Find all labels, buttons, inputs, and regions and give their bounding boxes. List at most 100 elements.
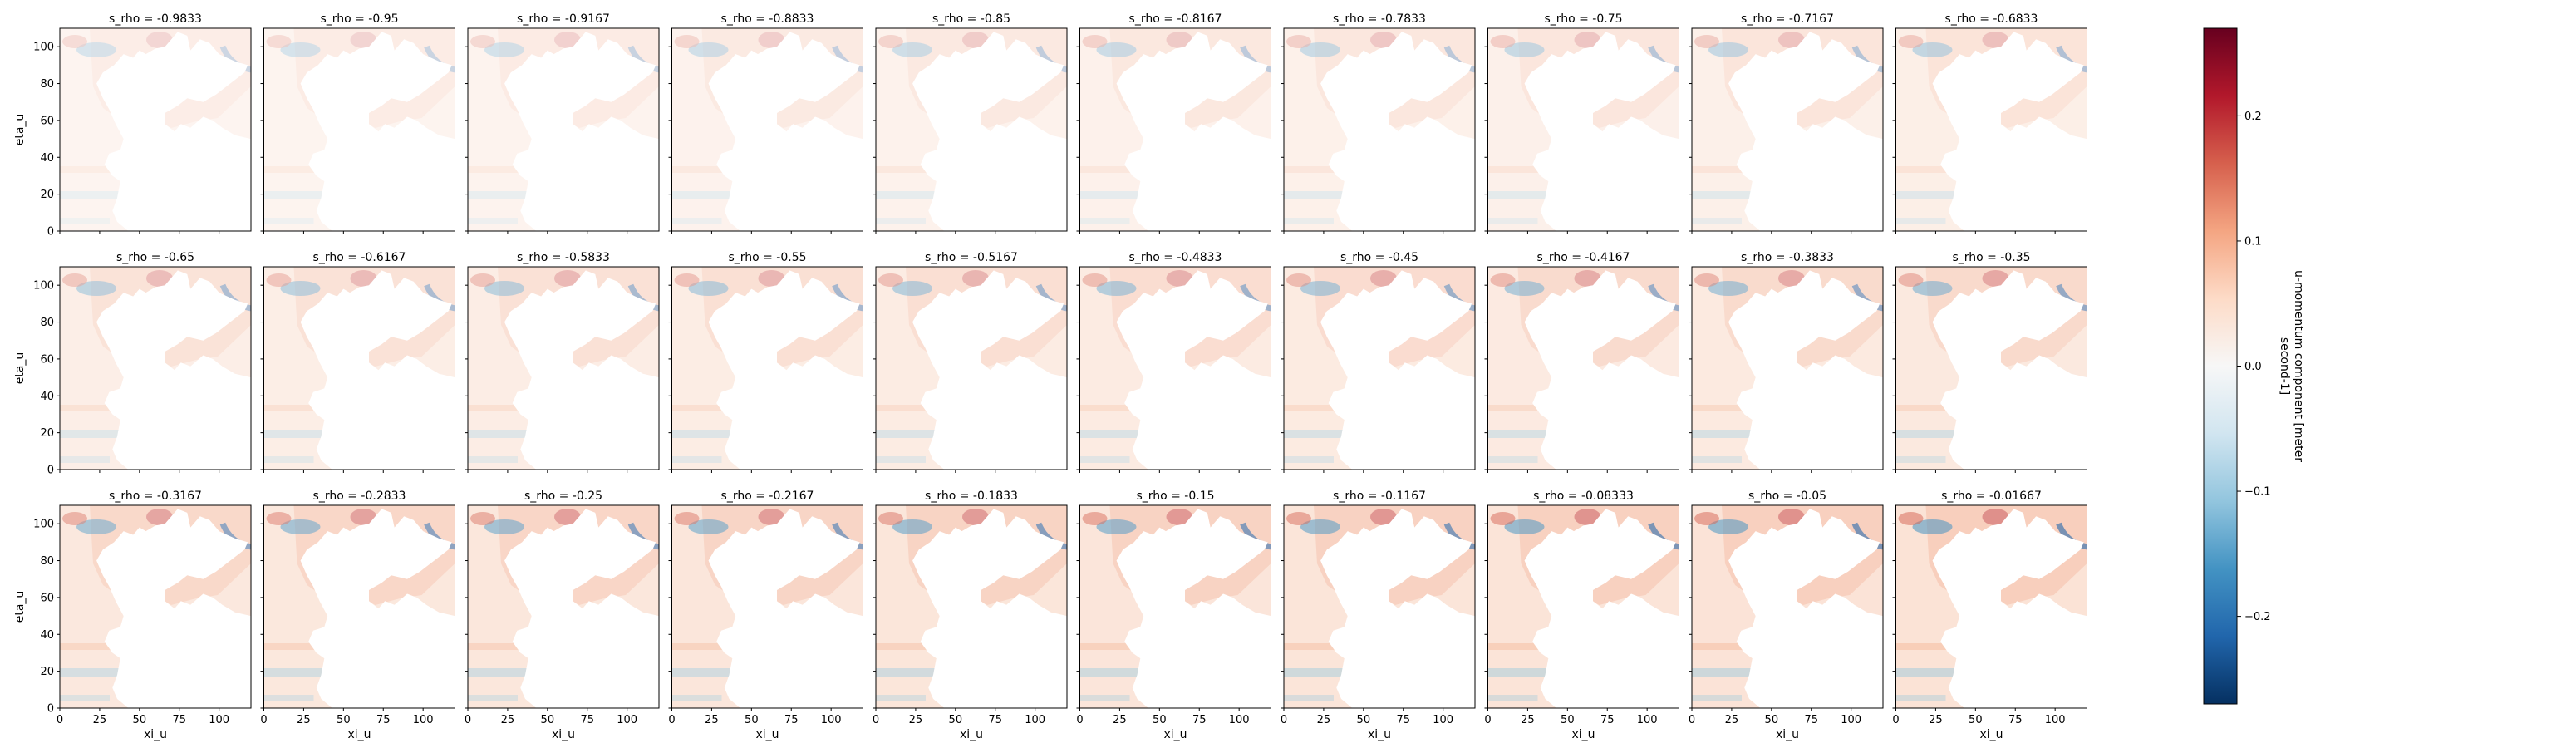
facet-panel: s_rho = -0.3833 <box>1689 251 1884 473</box>
x-tick-label: 100 <box>1841 714 1861 726</box>
x-tick-label: 0 <box>1689 714 1695 726</box>
x-tick-label: 25 <box>1113 714 1127 726</box>
axes-frame <box>671 266 863 470</box>
facet-panel: s_rho = -0.1833 0 25 50 75 100 xi_u <box>873 490 1068 741</box>
x-axis-label: xi_u <box>1776 728 1799 741</box>
facet-panel: s_rho = -0.1167 0 25 50 75 100 xi_u <box>1281 490 1476 741</box>
x-axis-label: xi_u <box>552 728 575 741</box>
heatmap-field <box>1488 267 1679 470</box>
land-mask <box>1790 627 1801 637</box>
panel-title: s_rho = -0.5833 <box>517 251 610 264</box>
land-mask <box>1156 318 1176 337</box>
heatmap-field <box>672 267 863 470</box>
heatmap-field <box>1284 28 1475 231</box>
panel-title: s_rho = -0.65 <box>116 251 194 264</box>
facet-panel: s_rho = -0.85 <box>873 12 1068 234</box>
x-tick-label: 75 <box>580 714 594 726</box>
heatmap-field <box>1488 28 1679 231</box>
facet-panel: s_rho = -0.08333 0 25 50 75 100 xi_u <box>1484 490 1679 741</box>
land-mask <box>770 150 780 160</box>
x-axis-label: xi_u <box>144 728 167 741</box>
heatmap-field <box>1692 267 1883 470</box>
heatmap-field <box>876 28 1067 231</box>
x-axis-label: xi_u <box>1368 728 1391 741</box>
axes-frame <box>1691 504 1884 709</box>
colorbar: −0.2 −0.1 0.0 0.1 0.2 u-momentum component [m… <box>2203 27 2305 705</box>
x-tick-label: 50 <box>1561 714 1575 726</box>
x-tick-label: 0 <box>1892 714 1899 726</box>
land-mask <box>1320 270 1475 470</box>
land-mask <box>912 509 1067 708</box>
land-mask <box>136 80 155 99</box>
land-mask <box>1360 557 1379 576</box>
y-tick-label: 20 <box>40 666 54 678</box>
panel-title: s_rho = -0.01667 <box>1941 490 2042 503</box>
heatmap-field <box>264 28 455 231</box>
y-tick-label: 60 <box>40 115 54 127</box>
heatmap-field <box>1896 28 2087 231</box>
land-mask <box>300 509 455 708</box>
panel-title: s_rho = -0.6833 <box>1945 12 2038 26</box>
y-tick-label: 80 <box>40 555 54 568</box>
land-mask <box>952 557 971 576</box>
land-mask <box>566 627 577 637</box>
heatmap-field <box>468 267 659 470</box>
land-mask <box>566 388 577 398</box>
x-tick-label: 0 <box>1281 714 1287 726</box>
facet-panel: s_rho = -0.15 0 25 50 75 100 xi_u <box>1076 490 1271 741</box>
land-mask <box>1586 388 1596 398</box>
land-mask <box>1360 318 1379 337</box>
panel-title: s_rho = -0.3167 <box>109 490 202 503</box>
x-axis-label: xi_u <box>755 728 779 741</box>
y-tick-label: 20 <box>40 427 54 440</box>
land-mask <box>1360 80 1379 99</box>
colorbar-tick-label: 0.1 <box>2244 235 2262 248</box>
land-mask <box>1994 627 2004 637</box>
land-mask <box>158 627 169 637</box>
facet-panel: s_rho = -0.6833 <box>1892 12 2087 234</box>
axes-frame <box>671 504 863 709</box>
panel-title: s_rho = -0.1167 <box>1333 490 1426 503</box>
land-mask <box>544 318 563 337</box>
land-mask <box>1728 32 1883 231</box>
land-mask <box>1116 509 1271 708</box>
panel-title: s_rho = -0.25 <box>524 490 602 503</box>
x-tick-label: 75 <box>784 714 799 726</box>
x-tick-label: 25 <box>93 714 107 726</box>
panel-title: s_rho = -0.15 <box>1136 490 1214 503</box>
land-mask <box>504 270 659 470</box>
facet-panel: s_rho = -0.2833 0 25 50 75 100 xi_u <box>260 490 455 741</box>
facet-panel: s_rho = -0.9167 <box>465 12 660 234</box>
land-mask <box>1116 270 1271 470</box>
panel-title: s_rho = -0.2167 <box>721 490 814 503</box>
axes-frame <box>1283 504 1476 709</box>
heatmap-field <box>1896 267 2087 470</box>
y-tick-label: 0 <box>47 703 54 716</box>
y-axis-label: eta_u <box>13 114 27 146</box>
x-tick-label: 25 <box>501 714 515 726</box>
land-mask <box>1524 32 1679 231</box>
land-mask <box>1156 80 1176 99</box>
y-tick-label: 20 <box>40 189 54 201</box>
x-tick-label: 100 <box>1025 714 1045 726</box>
land-mask <box>504 32 659 231</box>
x-tick-label: 50 <box>949 714 963 726</box>
land-mask <box>158 388 169 398</box>
x-tick-label: 0 <box>1076 714 1083 726</box>
land-mask <box>1728 270 1883 470</box>
heatmap-field <box>1284 267 1475 470</box>
land-mask <box>708 270 863 470</box>
panel-title: s_rho = -0.55 <box>728 251 806 264</box>
land-mask <box>566 150 577 160</box>
axes-frame <box>1895 504 2087 709</box>
panel-title: s_rho = -0.7833 <box>1333 12 1426 26</box>
axes-frame <box>59 266 252 470</box>
heatmap-field <box>1692 505 1883 708</box>
x-tick-label: 50 <box>745 714 759 726</box>
colorbar-label-line: u-momentum component [meter <box>2292 270 2305 462</box>
land-mask <box>340 80 360 99</box>
y-tick-label: 60 <box>40 353 54 366</box>
x-tick-label: 100 <box>413 714 434 726</box>
land-mask <box>362 388 372 398</box>
